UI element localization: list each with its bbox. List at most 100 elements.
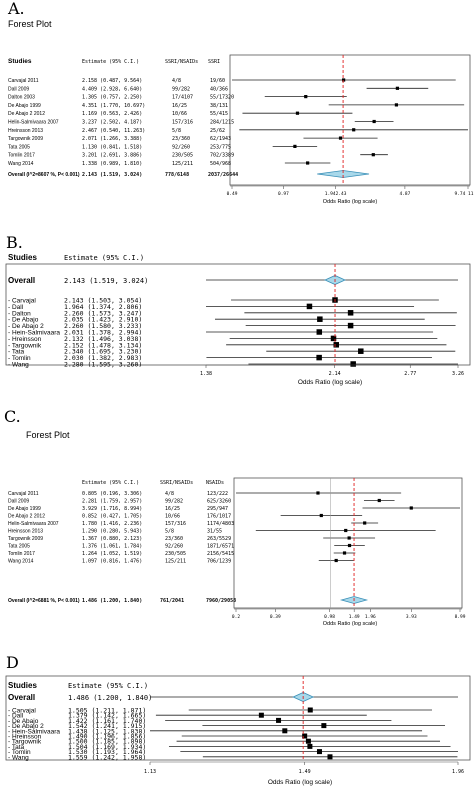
panel-d-overall-estimate: 1.486 (1.200, 1.840) — [68, 694, 152, 702]
panel-c-overall-count2: 7960/29058 — [206, 598, 236, 604]
panel-a-frame — [229, 54, 471, 186]
panel-c-frame — [233, 477, 463, 609]
panel-c-label: C. — [4, 407, 21, 426]
panel-b-label: B. — [6, 233, 23, 252]
panel-a-study-count1: 157/316 — [172, 120, 193, 126]
panel-a-study-estimate: 4.409 (2.928, 6.640) — [82, 86, 142, 92]
panel-b-study-name: - Tomlin — [8, 355, 31, 362]
panel-b-study-estimate: 2.132 (1.496, 3.038) — [64, 335, 142, 343]
panel-a-col-estimate: Estimate (95% C.I.) — [82, 59, 139, 65]
panel-d-col-studies: Studies — [8, 681, 37, 690]
panel-d-study-estimate: 1.500 (1.185, 1.898) — [68, 738, 146, 746]
panel-a-point — [395, 86, 400, 90]
panel-a-study-count2: 253/775 — [210, 144, 231, 150]
panel-d-point — [302, 733, 308, 739]
panel-c-study-name: Tata 2005 — [8, 544, 30, 550]
panel-c-study-name: Tomlin 2017 — [8, 551, 35, 557]
panel-c-point — [377, 498, 381, 503]
panel-b-point — [306, 303, 313, 310]
panel-d-x-tick-label: 1.13 — [144, 769, 156, 775]
panel-a-study-count1: 5/8 — [172, 128, 181, 134]
panel-d-study-name: - Tata — [8, 744, 25, 751]
panel-c-title: Forest Plot — [26, 430, 70, 440]
panel-d-study-name: - Wang — [8, 754, 29, 761]
panel-a-point — [371, 153, 375, 157]
panel-a-study-name: De Abajo 1999 — [8, 103, 41, 109]
panel-c-study-name: Hreinsson 2013 — [8, 529, 43, 535]
panel-c-study-estimate: 1.367 (0.880, 2.123) — [82, 536, 142, 542]
panel-a-point — [352, 128, 356, 132]
panel-d-study-name: - De Abajo — [8, 718, 39, 725]
panel-b-study-name: - Tata — [8, 349, 25, 356]
panel-d-study-estimate: 1.438 (1.125, 1.838) — [68, 727, 146, 735]
panel-c-study-name: Dall 2009 — [8, 499, 29, 505]
panel-a-point — [372, 119, 376, 124]
panel-d-study-estimate: 1.530 (1.193, 1.964) — [68, 748, 146, 756]
panel-b-study-name: - Dall — [8, 304, 24, 311]
panel-a-point — [295, 111, 300, 115]
panel-c-point — [334, 558, 338, 563]
panel-c-study-estimate: 1.290 (0.280, 5.943) — [82, 529, 142, 535]
panel-c-study-name: Wang 2014 — [8, 559, 34, 565]
panel-c-x-tick-label: 8.99 — [455, 614, 466, 620]
panel-a-study-estimate: 2.071 (1.266, 3.388) — [82, 136, 142, 142]
panel-d-study-estimate: 1.505 (1.211, 1.871) — [68, 707, 146, 715]
panel-c-point — [347, 536, 351, 540]
panel-b-col-studies: Studies — [8, 253, 37, 262]
panel-c-study-estimate: 1.097 (0.816, 1.476) — [82, 559, 142, 565]
panel-c-study-name: Targownik 2009 — [8, 536, 43, 542]
panel-c-study-count2: 263/5529 — [207, 536, 231, 542]
panel-a-study-count2: 504/968 — [210, 161, 231, 167]
panel-d-study-name: - Carvajal — [8, 708, 36, 715]
panel-a-point — [394, 103, 399, 107]
panel-b-point — [317, 316, 323, 322]
panel-c-study-count2: 176/1017 — [207, 514, 231, 520]
panel-d-study-estimate: 1.490 (1.196, 1.856) — [68, 733, 146, 741]
panel-a-study-count2: 40/366 — [210, 86, 228, 92]
panel-a-study-count1: 17/4107 — [172, 95, 193, 101]
panel-a-study-name: Tata 2005 — [8, 144, 30, 150]
panel-b-point — [316, 354, 322, 361]
panel-c-study-estimate: 1.264 (1.052, 1.519) — [82, 551, 142, 557]
panel-b-study-estimate: 2.035 (1.423, 2.910) — [64, 316, 142, 324]
panel-c-study-count2: 123/222 — [207, 491, 228, 497]
panel-c-x-tick-label: 0.2 — [232, 614, 240, 620]
panel-a-study-count2: 284/1215 — [210, 120, 234, 126]
panel-c-study-estimate: 1.376 (1.061, 1.784) — [82, 544, 142, 550]
panel-a-col-studies: Studies — [8, 58, 32, 65]
panel-a-x-tick-label: 1.942.43 — [325, 191, 347, 197]
panel-d-study-estimate: 1.422 (1.161, 1.740) — [68, 717, 146, 725]
panel-b-study-name: - Dalton — [8, 310, 31, 317]
panel-a-point — [304, 95, 308, 99]
panel-c-study-count1: 99/282 — [165, 499, 183, 505]
panel-a-overall-estimate: 2.143 (1.519, 3.024) — [82, 172, 142, 178]
panel-d-study-estimate: 1.379 (1.142, 1.665) — [68, 712, 146, 720]
panel-b-point — [330, 335, 337, 342]
panel-a-x-tick-label: 4.87 — [399, 191, 410, 197]
panel-c-point — [319, 513, 323, 518]
panel-a-study-estimate: 1.169 (0.563, 2.426) — [82, 111, 142, 117]
panel-a-study-count2: 55/415 — [210, 111, 228, 117]
panel-a-study-name: Carvajal 2011 — [8, 78, 39, 84]
panel-b-overall-label: Overall — [8, 276, 35, 285]
panel-a-study-name: Dalton 2003 — [8, 95, 35, 101]
panel-b-overall-estimate: 2.143 (1.519, 3.024) — [64, 277, 148, 285]
panel-c-study-count2: 1174/4803 — [207, 521, 234, 527]
panel-b-point — [350, 361, 356, 367]
panel-d-x-axis-label: Odds Ratio (log scale) — [268, 779, 332, 786]
panel-d-x-tick-label: 1.49 — [299, 769, 311, 775]
panel-c-study-name: De Abajo 1999 — [8, 506, 41, 512]
panel-b-x-tick-label: 2.77 — [404, 371, 416, 377]
panel-a-overall-diamond — [317, 170, 370, 178]
panel-c-study-estimate: 0.805 (0.196, 3.306) — [82, 491, 142, 497]
panel-d-point — [282, 728, 288, 734]
panel-c-overall-label: Overall (I^2=6881 %, P< 0.001) — [8, 598, 80, 604]
panel-b-study-estimate: 2.260 (1.580, 3.233) — [64, 322, 142, 330]
panel-b-study-estimate: 2.030 (1.382, 2.983) — [64, 354, 142, 362]
panel-c-study-count2: 2156/5415 — [207, 551, 234, 557]
panel-c-study-count1: 4/8 — [165, 491, 174, 497]
panel-d-overall-label: Overall — [8, 693, 35, 702]
panel-c-x-tick-label: 0.39 — [270, 614, 281, 620]
panel-b-point — [316, 329, 323, 335]
panel-b-study-estimate: 2.340 (1.695, 3.230) — [64, 348, 142, 356]
